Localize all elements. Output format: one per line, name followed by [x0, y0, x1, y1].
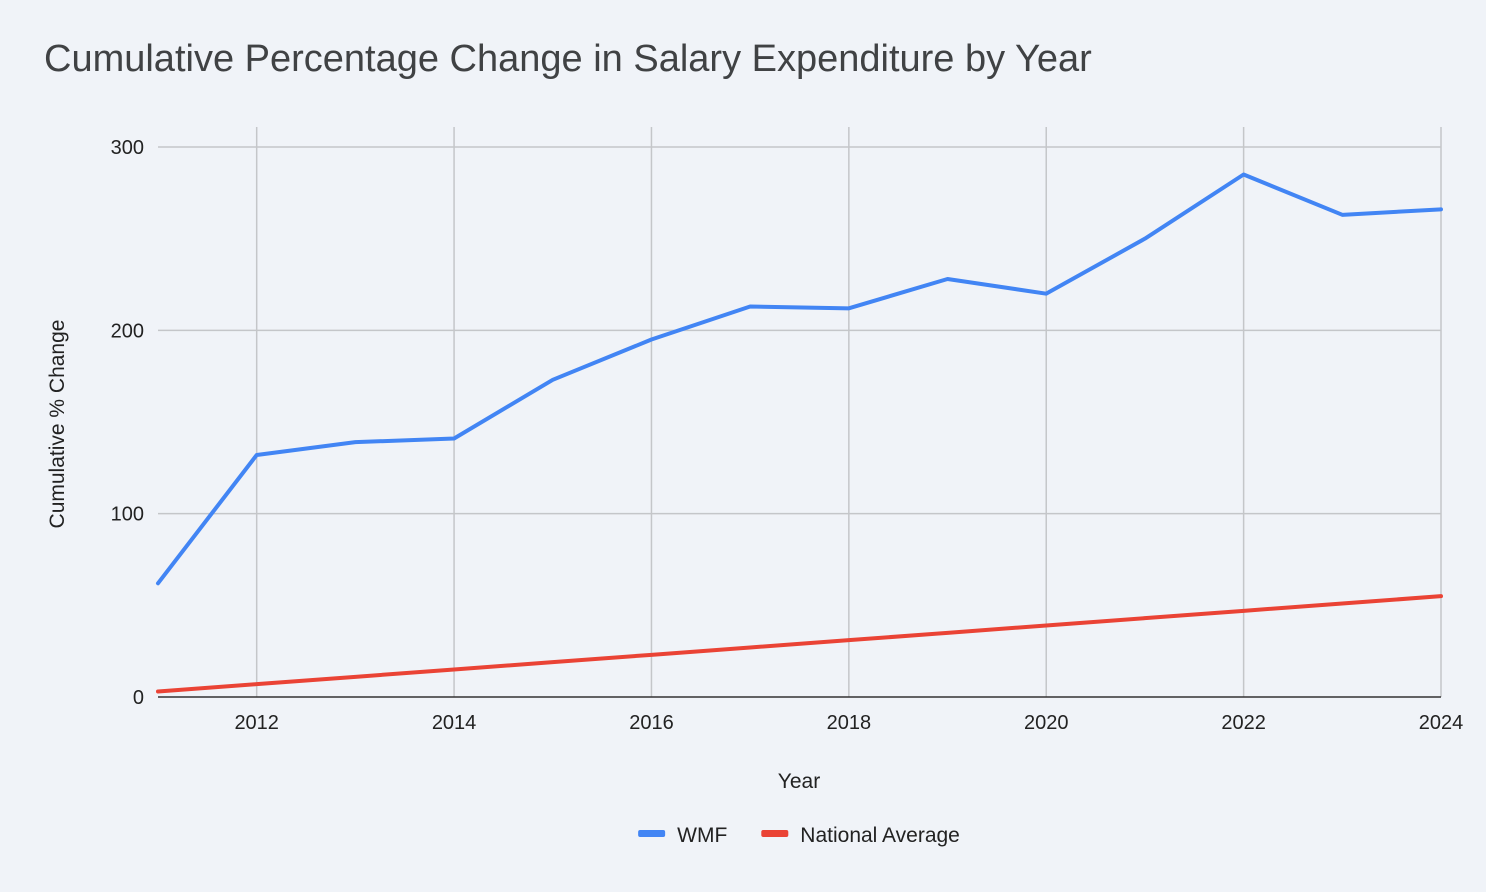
legend-label: WMF: [677, 824, 727, 847]
legend-swatch: [638, 830, 666, 837]
x-tick-label: 2020: [1024, 712, 1069, 734]
grid-lines: [158, 127, 1442, 697]
x-tick-label: 2016: [629, 712, 674, 734]
series-line-wmf: [156, 172, 1443, 586]
legend: WMF National Average: [638, 824, 960, 847]
y-tick-label: 300: [111, 137, 144, 159]
legend-swatch: [761, 830, 789, 837]
tick-labels: 0 100 200 300 2012 2014 2016 2018 2020 2022 2024: [111, 137, 1464, 734]
series-line-national-average: [156, 594, 1443, 694]
y-axis-title: Cumulative % Change: [46, 320, 69, 529]
legend-item: WMF: [638, 824, 727, 847]
x-tick-label: 2022: [1221, 712, 1266, 734]
x-tick-label: 2014: [432, 712, 477, 734]
x-tick-label: 2018: [827, 712, 872, 734]
legend-label: National Average: [800, 824, 960, 847]
legend-item: National Average: [761, 824, 960, 847]
x-tick-label: 2012: [234, 712, 279, 734]
x-tick-label: 2024: [1419, 712, 1464, 734]
x-axis-title: Year: [778, 770, 820, 793]
series-lines: [156, 172, 1443, 694]
y-tick-label: 200: [111, 320, 144, 342]
y-tick-label: 0: [133, 687, 144, 709]
y-tick-label: 100: [111, 504, 144, 526]
chart-title: Cumulative Percentage Change in Salary E…: [44, 38, 1092, 80]
